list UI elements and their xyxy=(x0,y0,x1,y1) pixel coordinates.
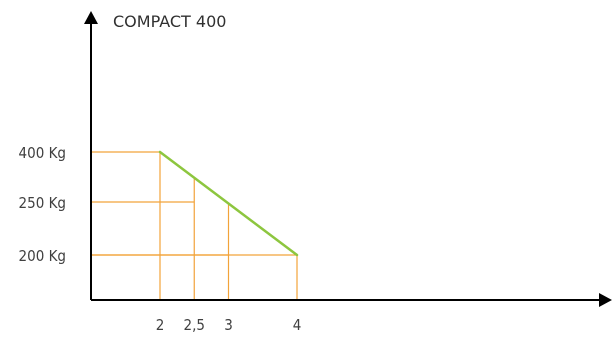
guides-layer xyxy=(91,151,298,300)
x-tick-label: 3 xyxy=(224,316,233,334)
x-axis-arrow-icon xyxy=(599,293,612,307)
x-tick-label: 2 xyxy=(156,316,165,334)
y-tick-labels: 400 Kg 250 Kg 200 Kg xyxy=(19,144,66,265)
x-tick-label: 4 xyxy=(293,316,302,334)
y-tick-label: 400 Kg xyxy=(19,144,66,162)
y-tick-label: 200 Kg xyxy=(19,247,66,265)
series-line xyxy=(158,150,299,257)
y-axis-arrow-icon xyxy=(84,11,98,24)
chart-title: COMPACT 400 xyxy=(113,12,226,31)
series-layer xyxy=(158,150,299,257)
y-tick-label: 250 Kg xyxy=(19,194,66,212)
x-tick-label: 2,5 xyxy=(184,316,205,334)
x-tick-labels: 2 2,5 3 4 xyxy=(156,316,302,334)
axes-layer xyxy=(84,11,612,307)
